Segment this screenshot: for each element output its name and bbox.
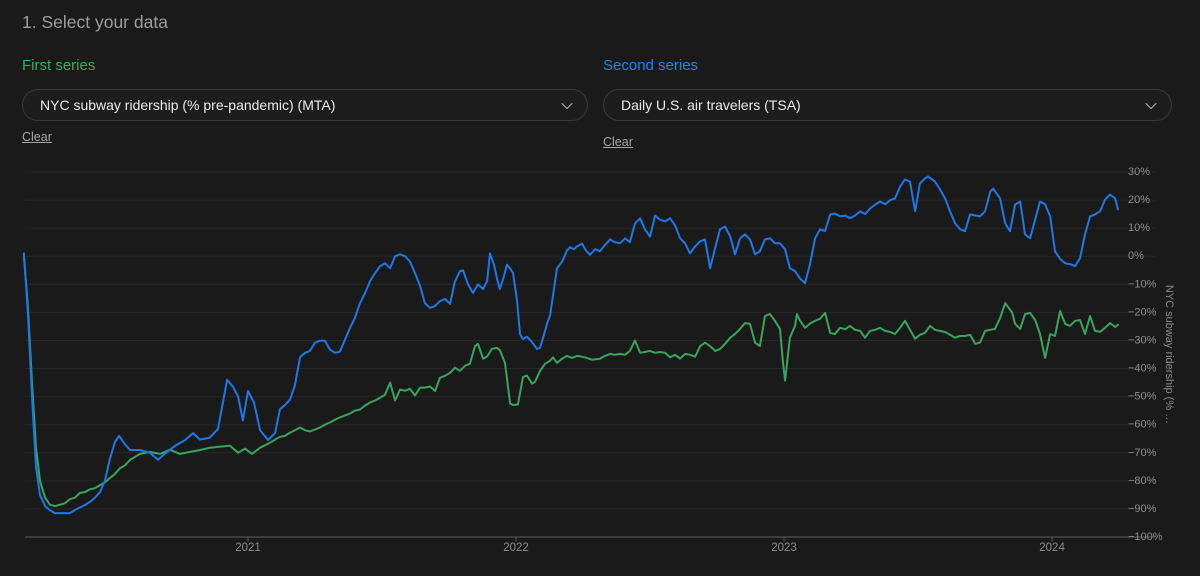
y-tick-label: 30% xyxy=(1128,166,1150,178)
first-series-line xyxy=(22,255,1119,508)
second-series-clear-link[interactable]: Clear xyxy=(603,135,633,149)
gridlines xyxy=(25,171,1155,510)
y-tick-label: −80% xyxy=(1128,475,1157,487)
x-tick-label: 2021 xyxy=(235,542,261,554)
first-series-label: First series xyxy=(22,57,96,74)
data-series-lines xyxy=(22,175,1119,515)
y-tick-label: 10% xyxy=(1128,222,1150,234)
second-series-line xyxy=(22,175,1119,515)
first-series-section: First series NYC subway ridership (% pre… xyxy=(22,0,588,150)
first-series-select[interactable]: NYC subway ridership (% pre-pandemic) (M… xyxy=(22,89,588,121)
x-tick-label: 2024 xyxy=(1039,542,1065,554)
y-tick-label: −10% xyxy=(1128,278,1157,290)
first-series-selected-value: NYC subway ridership (% pre-pandemic) (M… xyxy=(40,97,336,113)
first-series-clear-link[interactable]: Clear xyxy=(22,130,52,144)
y-tick-label: −30% xyxy=(1128,334,1157,346)
y-tick-label: −20% xyxy=(1128,306,1157,318)
axis-tick-labels: 30% 20% 10% 0% −10% −20% −30% −40% −50% −60% −70% −… xyxy=(235,166,1163,554)
second-series-select[interactable]: Daily U.S. air travelers (TSA) xyxy=(603,89,1172,121)
page-title: 1. Select your data xyxy=(22,12,168,32)
chevron-down-icon xyxy=(1145,97,1157,110)
comparison-line-chart: 30% 20% 10% 0% −10% −20% −30% −40% −50% −60% −70% −… xyxy=(22,166,1175,554)
axes xyxy=(25,536,1155,542)
x-tick-label: 2022 xyxy=(503,542,529,554)
y-tick-label: 0% xyxy=(1128,250,1144,262)
y-tick-label: −100% xyxy=(1128,531,1163,543)
second-series-selected-value: Daily U.S. air travelers (TSA) xyxy=(621,97,801,113)
y-tick-label: −60% xyxy=(1128,419,1157,431)
second-series-section: Second series Daily U.S. air travelers (… xyxy=(603,0,1172,150)
y-tick-label: −90% xyxy=(1128,503,1157,515)
chevron-down-icon xyxy=(561,97,573,110)
y-tick-label: 20% xyxy=(1128,194,1150,206)
x-tick-label: 2023 xyxy=(771,542,797,554)
y-tick-label: −40% xyxy=(1128,363,1157,375)
y-tick-label: −70% xyxy=(1128,447,1157,459)
second-series-label: Second series xyxy=(603,57,699,74)
y-tick-label: −50% xyxy=(1128,391,1157,403)
y-axis-title: NYC subway ridership (% … xyxy=(1163,285,1175,424)
